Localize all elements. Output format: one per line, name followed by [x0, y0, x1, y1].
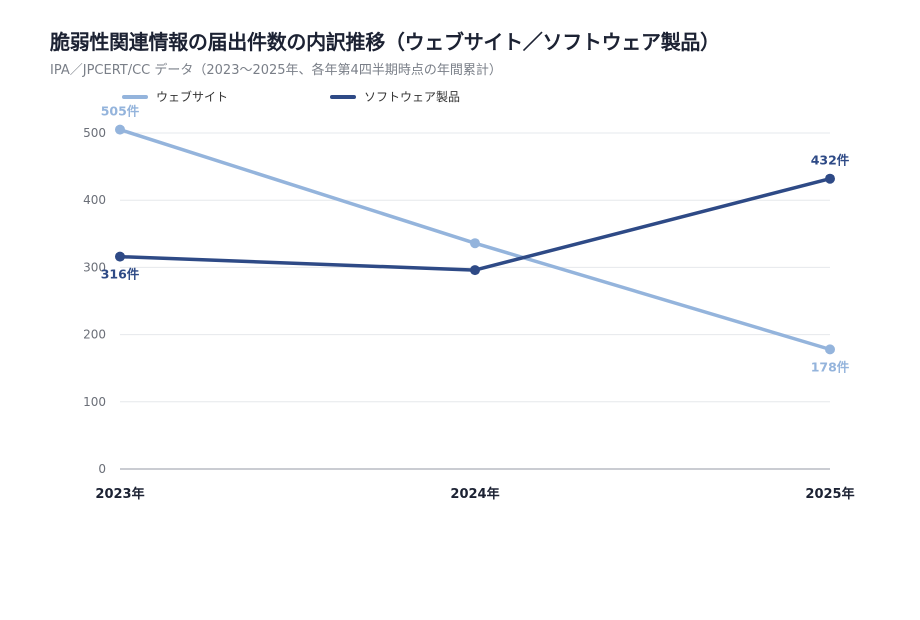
legend-item-website[interactable]: ウェブサイト — [122, 88, 228, 105]
x-tick-label: 2024年 — [450, 486, 499, 502]
y-tick-label: 200 — [83, 328, 106, 342]
y-tick-label: 300 — [83, 260, 106, 274]
data-point — [470, 265, 480, 276]
legend-swatch-software — [330, 94, 356, 99]
x-tick-label: 2025年 — [805, 486, 854, 502]
data-point — [115, 124, 125, 135]
legend-label-software: ソフトウェア製品 — [364, 90, 461, 104]
data-point — [470, 238, 480, 249]
x-tick-label: 2023年 — [95, 486, 144, 502]
chart-title: 脆弱性関連情報の届出件数の内訳推移（ウェブサイト／ソフトウェア製品） — [50, 30, 720, 54]
data-label: 178件 — [811, 359, 850, 374]
y-tick-label: 400 — [83, 193, 106, 207]
data-point — [825, 173, 835, 184]
legend-swatch-website — [122, 94, 148, 99]
chart-subtitle: IPA／JPCERT/CC データ（2023〜2025年、各年第4四半期時点の年… — [50, 63, 502, 78]
legend-item-software[interactable]: ソフトウェア製品 — [330, 88, 460, 105]
legend-label-website: ウェブサイト — [156, 90, 229, 104]
data-label: 432件 — [811, 153, 850, 168]
y-tick-label: 0 — [98, 462, 106, 476]
data-label: 505件 — [101, 104, 140, 119]
data-point — [115, 251, 125, 262]
y-tick-label: 100 — [83, 395, 106, 409]
data-point — [825, 344, 835, 355]
y-tick-label: 500 — [83, 126, 106, 140]
series-line-software — [118, 176, 832, 272]
data-label: 316件 — [101, 267, 140, 282]
